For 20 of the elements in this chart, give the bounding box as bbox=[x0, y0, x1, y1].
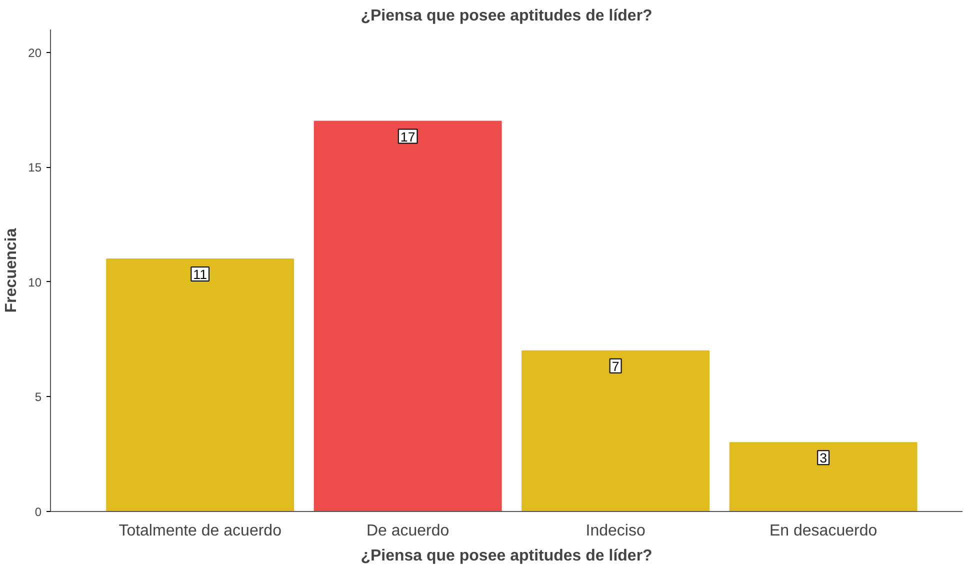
data-label: 7 bbox=[612, 358, 620, 374]
bar bbox=[106, 258, 294, 512]
data-label: 17 bbox=[400, 129, 416, 144]
y-axis-title: Frecuencia bbox=[3, 228, 20, 313]
y-tick-label: 0 bbox=[34, 505, 42, 519]
data-label: 3 bbox=[820, 450, 828, 466]
x-axis-title: ¿Piensa que posee aptitudes de líder? bbox=[360, 548, 652, 564]
data-label: 11 bbox=[193, 267, 207, 282]
bar bbox=[314, 120, 502, 512]
y-tick-label: 5 bbox=[34, 390, 42, 404]
y-tick-label: 15 bbox=[28, 160, 42, 175]
x-tick-label: De acuerdo bbox=[366, 522, 450, 540]
x-tick-label: Totalmente de acuerdo bbox=[118, 522, 282, 540]
bar bbox=[522, 350, 710, 512]
bar bbox=[729, 442, 918, 512]
chart-title: ¿Piensa que posee aptitudes de líder? bbox=[360, 8, 652, 24]
x-tick-label: En desacuerdo bbox=[769, 522, 878, 540]
y-tick-label: 10 bbox=[28, 275, 42, 290]
x-tick-label: Indeciso bbox=[586, 522, 646, 540]
y-tick-label: 20 bbox=[28, 46, 42, 60]
